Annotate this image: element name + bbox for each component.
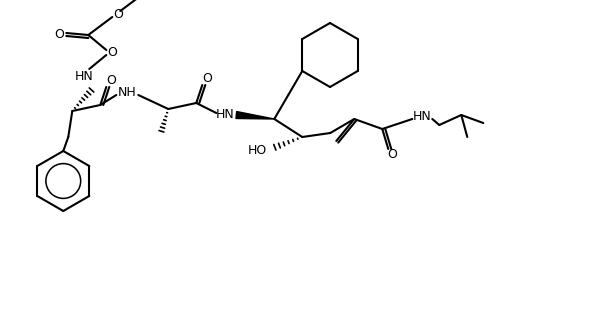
Text: HN: HN xyxy=(216,108,235,121)
Text: HO: HO xyxy=(247,144,267,157)
Text: O: O xyxy=(107,47,117,60)
Text: HN: HN xyxy=(413,110,431,123)
Text: O: O xyxy=(54,27,64,41)
Polygon shape xyxy=(236,112,274,119)
Text: O: O xyxy=(387,149,397,161)
Text: O: O xyxy=(202,71,212,85)
Text: O: O xyxy=(113,9,123,21)
Text: O: O xyxy=(106,73,116,86)
Text: HN: HN xyxy=(75,70,94,84)
Text: NH: NH xyxy=(118,86,137,100)
